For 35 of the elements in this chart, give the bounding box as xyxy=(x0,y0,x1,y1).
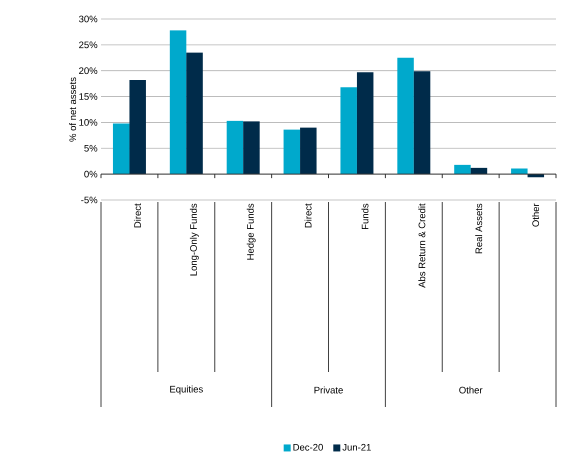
bar xyxy=(284,130,300,174)
text: Other xyxy=(459,386,482,394)
bar xyxy=(243,121,260,174)
bar xyxy=(170,30,186,174)
y-axis-title: % of net assets xyxy=(69,77,76,142)
bar xyxy=(356,72,374,174)
bar xyxy=(414,71,430,174)
y-tick-label: 30% xyxy=(78,16,98,22)
x-tick-label: Direct xyxy=(304,203,312,228)
x-tick-label: Long-Only Funds xyxy=(190,204,199,276)
y-tick-label: -5% xyxy=(81,196,98,204)
bar xyxy=(300,128,317,174)
y-tick-label: 10% xyxy=(79,119,98,126)
x-tick-label: Funds xyxy=(361,204,368,229)
bar xyxy=(454,164,471,174)
legend-label: Dec-20 xyxy=(293,444,323,451)
bar xyxy=(397,58,414,174)
bar xyxy=(112,123,130,174)
y-tick-label: 0% xyxy=(84,170,98,178)
bar xyxy=(226,120,244,174)
text: Private xyxy=(314,386,343,394)
legend-label: Jun-21 xyxy=(342,444,371,451)
x-tick-label: Hedge Funds xyxy=(246,204,256,260)
y-tick-label: 5% xyxy=(84,144,98,152)
bar xyxy=(129,80,146,174)
y-tick-label: 25% xyxy=(79,41,98,48)
bar xyxy=(340,87,357,174)
text: Equities xyxy=(170,386,203,394)
x-tick-label: Abs Return & Credit xyxy=(418,203,426,288)
y-tick-label: 20% xyxy=(79,67,98,74)
x-tick-label: Direct xyxy=(134,203,141,228)
x-tick-label: Real Assets xyxy=(475,204,482,254)
y-tick-label: 15% xyxy=(79,93,98,100)
bar xyxy=(186,52,203,174)
x-tick-label: Other xyxy=(532,204,540,227)
